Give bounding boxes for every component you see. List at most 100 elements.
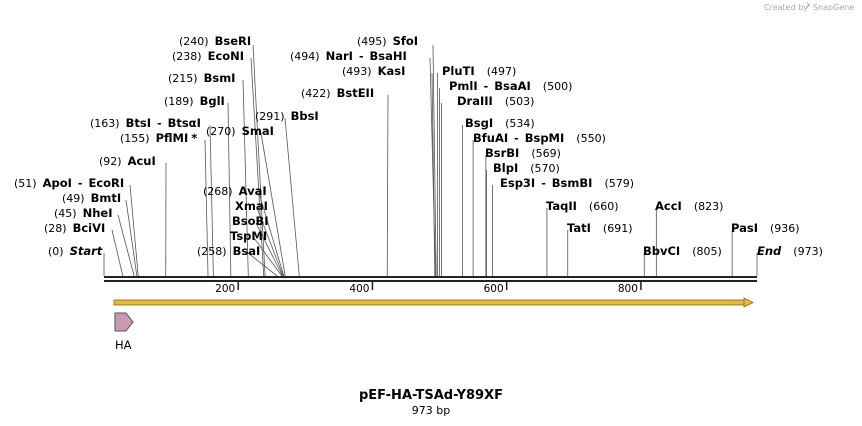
site-name-btsi[interactable]: BtsI [126, 116, 151, 130]
site-pos-bsmi: (215) [168, 72, 198, 85]
site-name-bcivi[interactable]: BciVI [73, 221, 106, 235]
site-name-bsmi[interactable]: BsmI [204, 71, 236, 85]
site-name-bsai[interactable]: BsaI [233, 244, 261, 258]
site-pos-pasi: (936) [770, 222, 800, 235]
ha-feature-label: HA [115, 338, 132, 352]
site-name-econi[interactable]: EcoNI [208, 49, 244, 63]
credit-text: Created by [764, 3, 808, 12]
site-name-bsahi[interactable]: BsaHI [370, 49, 407, 63]
leader-smai [260, 132, 286, 277]
leader-xmai [256, 207, 284, 277]
site-sep-btsi: - [157, 117, 162, 130]
leader-pflmi [204, 139, 209, 277]
site-pos-acci: (823) [694, 200, 724, 213]
site-name-smai[interactable]: SmaI [242, 124, 274, 138]
axis-ticks: 200 400 600 800 [215, 282, 642, 295]
site-sep-esp3i: - [541, 177, 546, 190]
site-pos-bfuai: (550) [576, 132, 606, 145]
site-name-avai[interactable]: AvaI [239, 184, 267, 198]
site-pos-nari: (494) [290, 50, 320, 63]
leader-sfoi [432, 44, 437, 277]
leader-bsteii [386, 94, 389, 277]
leader-bmti [125, 199, 138, 277]
leader-econi [250, 57, 265, 277]
site-pos-taqii: (660) [589, 200, 619, 213]
site-pos-start: (0) [48, 245, 64, 258]
site-name-xmai[interactable]: XmaI [235, 199, 268, 213]
axis-tick-label-600: 600 [484, 283, 504, 295]
site-name-bseri[interactable]: BseRI [215, 34, 252, 48]
site-pos-end: (973) [793, 245, 823, 258]
ha-feature[interactable] [114, 312, 134, 332]
site-name-bsmbi[interactable]: BsmBI [552, 176, 593, 190]
site-name-bsobi[interactable]: BsoBI [232, 214, 269, 228]
site-name-bsteii[interactable]: BstEII [337, 86, 375, 100]
site-pos-bbvci: (805) [692, 245, 722, 258]
site-name-sfoi[interactable]: SfoI [393, 34, 418, 48]
credit-brand: SnapGene [813, 3, 854, 12]
site-pos-kasi: (493) [342, 65, 372, 78]
site-name-apoi[interactable]: ApoI [43, 176, 72, 190]
leader-apoi [129, 184, 139, 277]
site-pos-bgli: (189) [164, 95, 194, 108]
site-sep-apoi: - [78, 177, 83, 190]
site-name-bmti[interactable]: BmtI [91, 191, 122, 205]
site-pos-apoi: (51) [14, 177, 37, 190]
site-pos-bcivi: (28) [44, 222, 67, 235]
site-name-bfuai[interactable]: BfuAI [473, 131, 508, 145]
site-name-acui[interactable]: AcuI [128, 154, 156, 168]
site-name-bbvci[interactable]: BbvCI [643, 244, 680, 258]
leader-bsobi [255, 222, 283, 277]
site-name-blpi[interactable]: BlpI [493, 161, 518, 175]
site-name-acci[interactable]: AccI [655, 199, 682, 213]
site-pos-draiii: (503) [505, 95, 535, 108]
site-name-nhei[interactable]: NheI [83, 206, 113, 220]
site-pos-tati: (691) [603, 222, 633, 235]
leader-btsi [209, 124, 214, 277]
site-name-bbsi[interactable]: BbsI [291, 109, 319, 123]
leader-nhei [117, 214, 135, 277]
site-pos-bsteii: (422) [301, 87, 331, 100]
site-name-bsaai[interactable]: BsaAI [494, 79, 531, 93]
site-pos-bseri: (240) [179, 35, 209, 48]
site-sep-pmli: - [484, 80, 489, 93]
leader-nari [429, 57, 436, 277]
site-pos-acui: (92) [99, 155, 122, 168]
site-name-pluti[interactable]: PluTI [442, 64, 475, 78]
site-sep-bfuai: - [514, 132, 519, 145]
site-name-start[interactable]: Start [70, 244, 103, 258]
site-name-bsgi[interactable]: BsgI [465, 116, 493, 130]
site-name-taqii[interactable]: TaqII [546, 199, 577, 213]
site-pos-pmli: (500) [543, 80, 573, 93]
site-name-nari[interactable]: NarI [326, 49, 353, 63]
site-name-pmli[interactable]: PmlI [449, 79, 478, 93]
leader-tspmi [253, 237, 283, 277]
site-name-bspmi[interactable]: BspMI [525, 131, 565, 145]
site-name-draiii[interactable]: DraIII [457, 94, 493, 108]
site-name-kasi[interactable]: KasI [378, 64, 406, 78]
site-name-bgli[interactable]: BglI [200, 94, 225, 108]
site-name-ecori[interactable]: EcoRI [88, 176, 124, 190]
site-name-tspmi[interactable]: TspMI [230, 229, 267, 243]
site-pos-esp3i: (579) [604, 177, 634, 190]
site-pos-bmti: (49) [62, 192, 85, 205]
site-pos-econi: (238) [172, 50, 202, 63]
enzyme-labels: (0) Start(28) BciVI(45) NheI(49) BmtI (51) Apo… [14, 34, 823, 258]
site-pos-pflmi: (155) [120, 132, 150, 145]
site-name-bsrbi[interactable]: BsrBI [485, 146, 519, 160]
site-name-esp3i[interactable]: Esp3I [500, 176, 535, 190]
site-name-tati[interactable]: TatI [567, 221, 591, 235]
leader-bbsi [284, 117, 300, 277]
site-name-pasi[interactable]: PasI [731, 221, 758, 235]
site-name-end[interactable]: End [757, 244, 782, 258]
snapgene-logo-icon [806, 1, 810, 9]
axis-tick-label-400: 400 [349, 283, 369, 295]
site-pos-blpi: (570) [530, 162, 560, 175]
leader-bsai [247, 252, 278, 277]
site-pos-bsrbi: (569) [531, 147, 561, 160]
site-name-pflmi[interactable]: PflMI [156, 131, 189, 145]
site-name-btsi[interactable]: BtsαI [168, 116, 201, 130]
star-marker-pflmi[interactable]: * [191, 131, 197, 145]
orf-arrow[interactable] [113, 297, 754, 308]
